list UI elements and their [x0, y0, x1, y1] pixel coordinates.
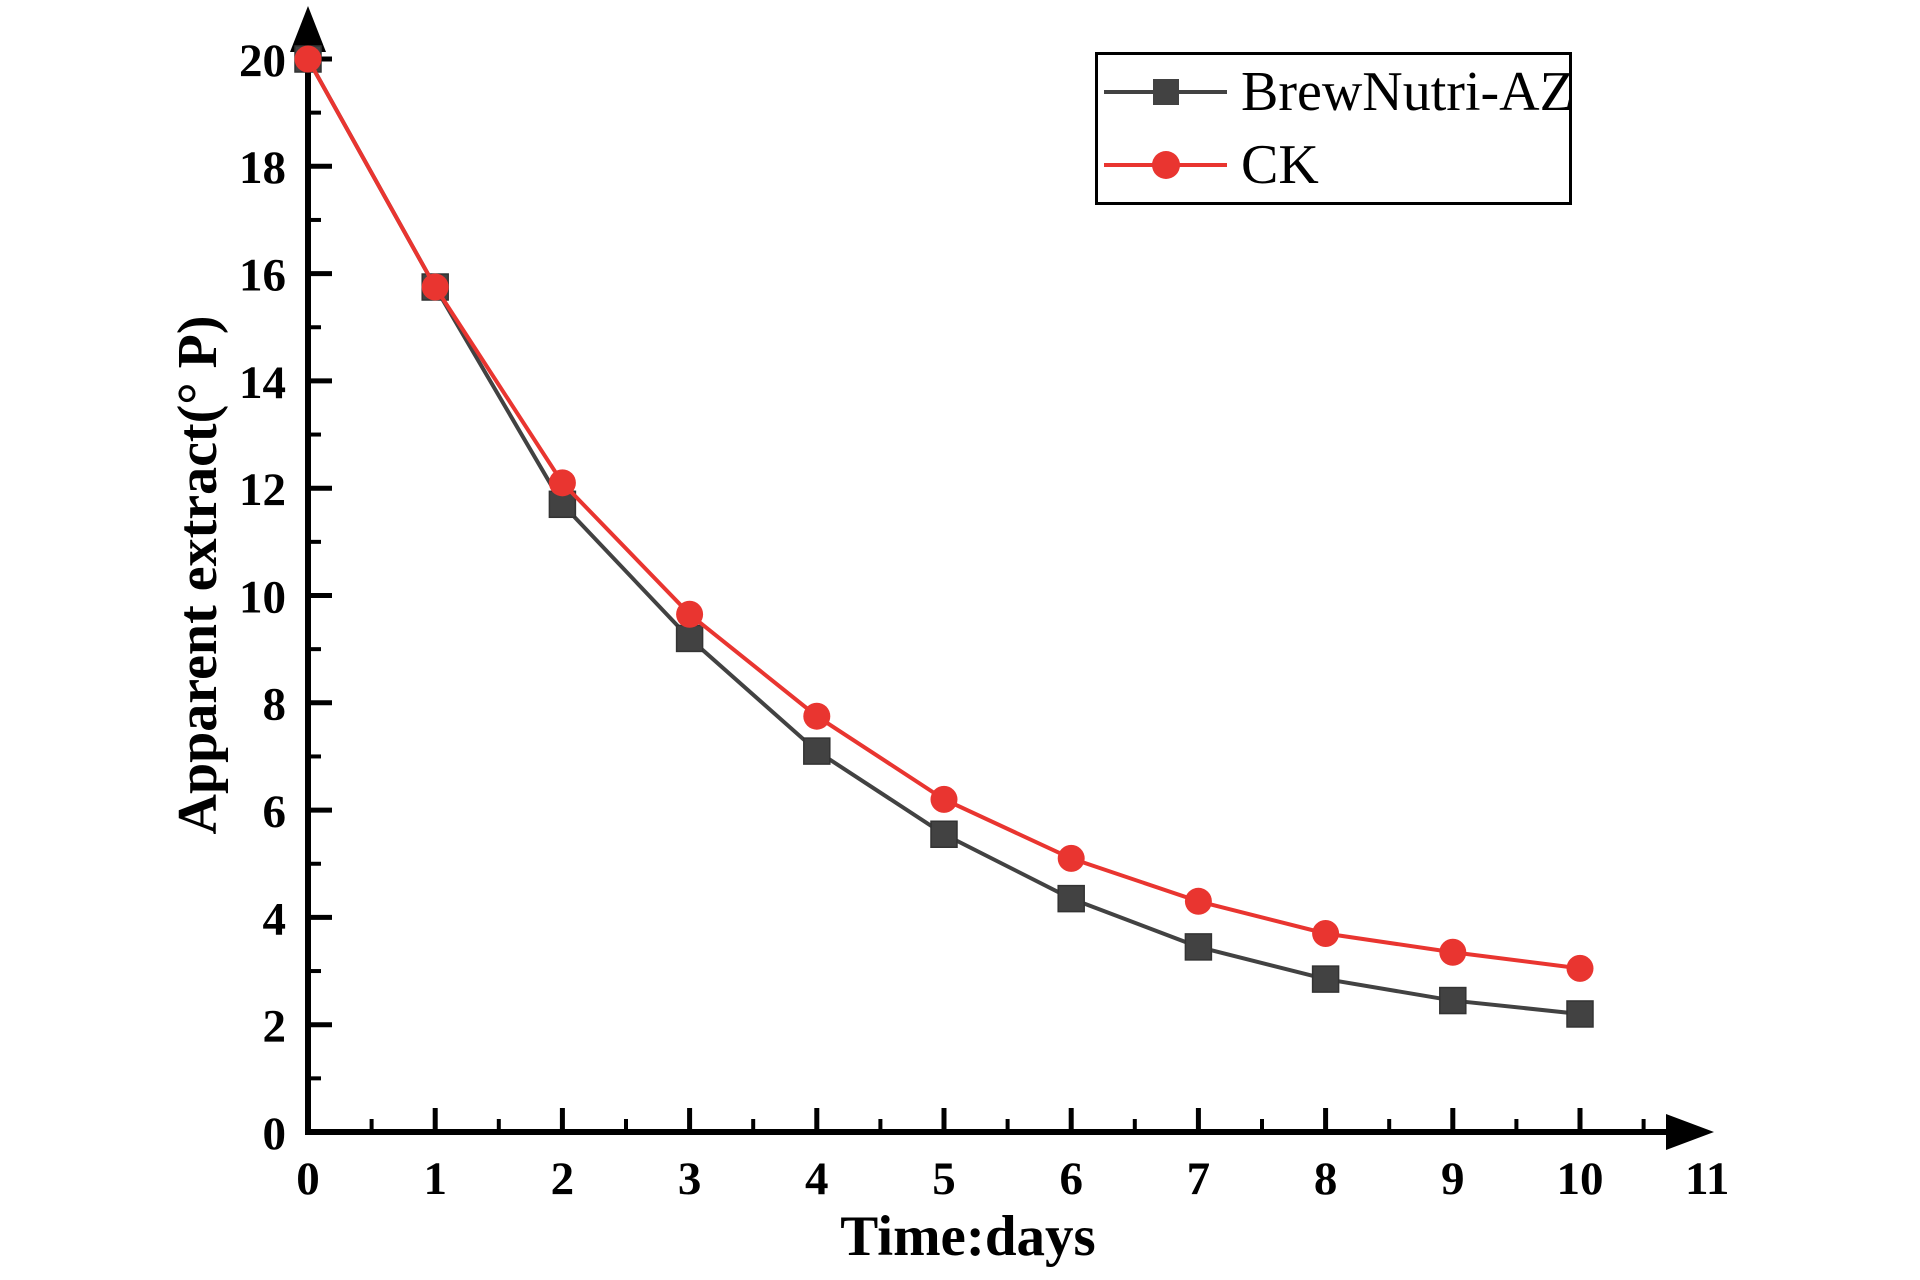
x-tick-label: 5	[932, 1153, 956, 1205]
x-tick-label: 10	[1557, 1153, 1604, 1205]
data-point-square	[675, 624, 704, 653]
legend: BrewNutri-AZ CK	[1095, 52, 1574, 205]
legend-label: CK	[1241, 134, 1319, 197]
data-point-square	[1566, 1000, 1594, 1028]
x-tick-label: 0	[296, 1153, 320, 1205]
x-tick-label: 8	[1314, 1153, 1338, 1205]
legend-item-brewnutri-az: BrewNutri-AZ	[1104, 55, 1574, 129]
y-tick-label: 16	[239, 250, 286, 302]
data-point-circle	[548, 469, 576, 497]
legend-sample-line-square	[1104, 70, 1227, 114]
x-axis-title: Time:days	[840, 1205, 1096, 1268]
x-tick-label: 11	[1685, 1153, 1729, 1205]
data-point-square	[1057, 884, 1085, 913]
y-tick-label: 20	[239, 35, 286, 87]
y-tick-label: 6	[263, 786, 287, 838]
data-point-square	[930, 820, 958, 848]
data-point-circle	[1312, 919, 1340, 947]
data-point-circle	[676, 600, 704, 628]
y-tick-label: 18	[239, 142, 286, 194]
x-tick-label: 9	[1441, 1153, 1465, 1205]
y-tick-label: 12	[239, 464, 286, 516]
square-marker-icon	[1152, 78, 1179, 105]
x-tick-label: 7	[1187, 1153, 1211, 1205]
data-point-square	[1439, 986, 1467, 1015]
data-point-circle	[930, 785, 958, 813]
data-point-circle	[1184, 887, 1212, 915]
x-axis-arrow-icon	[1666, 1114, 1714, 1150]
y-tick-label: 2	[263, 1001, 287, 1053]
data-point-circle	[803, 702, 831, 730]
legend-item-ck: CK	[1104, 129, 1569, 203]
legend-sample-line-circle	[1104, 143, 1227, 187]
y-axis-arrow-icon	[290, 6, 326, 52]
y-axis-title: Apparent extract(° P)	[167, 315, 229, 835]
legend-label: BrewNutri-AZ	[1241, 60, 1574, 123]
data-point-circle	[1566, 954, 1594, 982]
circle-marker-icon	[1151, 151, 1180, 180]
data-point-circle	[1439, 938, 1467, 966]
x-tick-label: 1	[423, 1153, 447, 1205]
y-tick-label: 8	[263, 679, 287, 731]
x-tick-label: 3	[678, 1153, 702, 1205]
data-point-square	[803, 737, 831, 765]
y-tick-label: 4	[263, 893, 287, 945]
y-tick-label: 10	[239, 571, 286, 623]
x-tick-label: 2	[551, 1153, 575, 1205]
x-tick-label: 6	[1059, 1153, 1083, 1205]
data-point-square	[1311, 965, 1340, 993]
data-point-circle	[294, 45, 322, 73]
data-point-circle	[1057, 844, 1085, 872]
data-point-circle	[421, 273, 449, 301]
y-tick-label: 14	[239, 357, 286, 409]
x-tick-label: 4	[805, 1153, 829, 1205]
y-tick-label: 0	[263, 1108, 287, 1160]
data-point-square	[1184, 933, 1213, 961]
